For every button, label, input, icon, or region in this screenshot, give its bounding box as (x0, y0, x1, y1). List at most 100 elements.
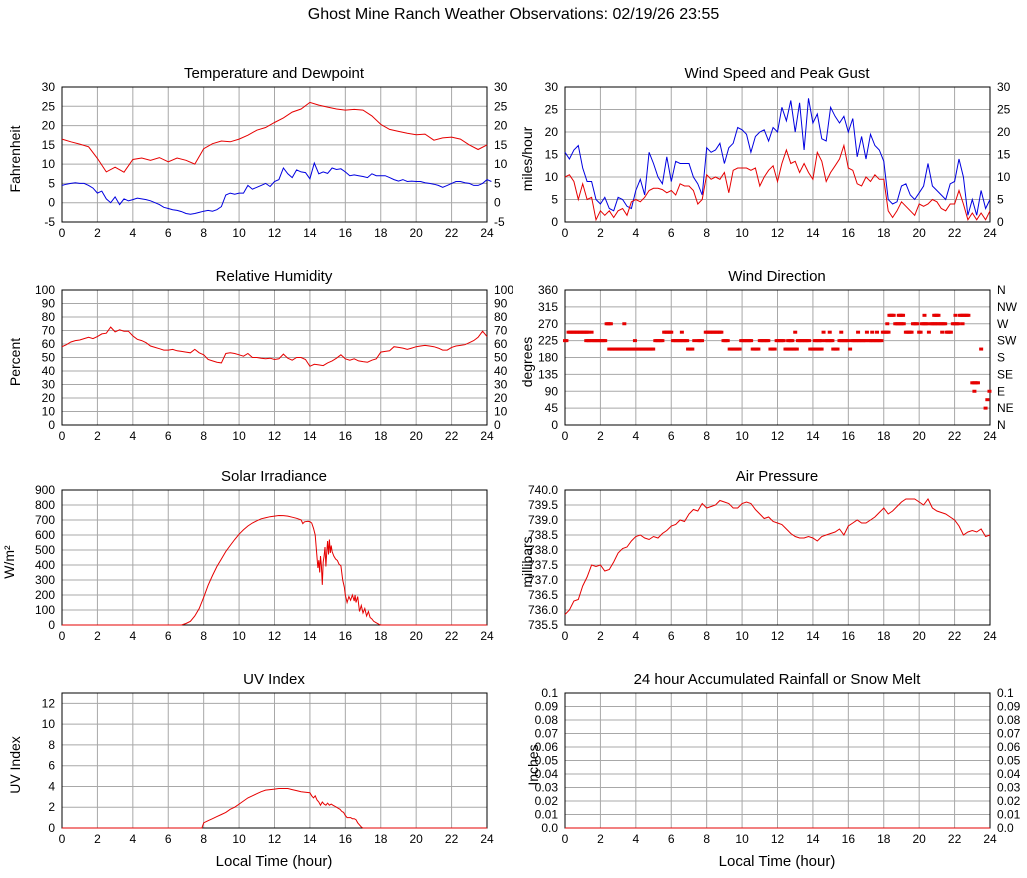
x-tick-label: 14 (303, 226, 317, 240)
wind-direction-mark (966, 313, 971, 317)
wind-direction-mark (781, 339, 786, 343)
wind-direction-mark (953, 313, 958, 317)
x-tick-label: 6 (668, 629, 675, 643)
y-tick-label: 4 (48, 779, 55, 793)
y-tick-label: 70 (42, 324, 56, 338)
y-tick-label-right: 20 (494, 119, 508, 133)
wind-direction-mark (960, 322, 965, 326)
y-tick-label-right: 15 (494, 138, 508, 152)
y-tick-label-right: 0 (997, 215, 1004, 229)
x-tick-label: 24 (480, 429, 494, 443)
y-tick-label: 5 (551, 193, 558, 207)
x-tick-label: 2 (94, 429, 101, 443)
x-tick-label: 6 (668, 832, 675, 846)
x-tick-label: 2 (597, 629, 604, 643)
wind-direction-mark (790, 339, 795, 343)
wind-direction-mark (793, 330, 798, 334)
y-tick-label-right: 20 (494, 391, 508, 405)
x-tick-label: 8 (703, 429, 710, 443)
wind-direction-mark (608, 322, 613, 326)
y-tick-label-right: W (997, 317, 1009, 331)
y-tick-label-right: 10 (494, 157, 508, 171)
x-tick-label: 16 (842, 429, 856, 443)
y-tick-label: 100 (35, 283, 55, 297)
x-tick-label: 22 (445, 832, 459, 846)
y-tick-label-right: 0.01 (997, 808, 1021, 822)
x-tick-label: 0 (59, 629, 66, 643)
x-tick-label: 8 (200, 832, 207, 846)
chart-relative-humidity: Relative Humidity Percent 0 10 20 30 40 50 60 7… (0, 255, 513, 455)
peak-gust-series (564, 98, 991, 216)
x-tick-label: 2 (94, 226, 101, 240)
wind-direction-mark (856, 330, 861, 334)
y-tick-label: 40 (42, 364, 56, 378)
y-tick-label: 740.0 (528, 483, 558, 497)
x-tick-label: 20 (912, 629, 926, 643)
chart-title: Wind Speed and Peak Gust (684, 65, 870, 82)
y-tick-label-right: 30 (494, 378, 508, 392)
wind-direction-mark (830, 339, 835, 343)
y-tick-label: 20 (42, 391, 56, 405)
x-tick-label: 4 (632, 226, 639, 240)
y-tick-label: 0 (48, 821, 55, 835)
wind-direction-mark (948, 330, 953, 334)
y-tick-label-right: 0.02 (997, 794, 1021, 808)
wind-direction-mark (845, 339, 850, 343)
wind-direction-mark (864, 339, 869, 343)
y-tick-label: 80 (42, 310, 56, 324)
y-tick-label: 0 (48, 618, 55, 632)
uv-index-series (62, 788, 487, 829)
y-tick-label: 736.0 (528, 603, 558, 617)
wind-direction-mark (886, 330, 891, 334)
x-tick-label: 20 (912, 429, 926, 443)
wind-direction-mark (987, 389, 992, 393)
x-tick-label: 18 (374, 832, 388, 846)
x-tick-label: 16 (339, 629, 353, 643)
wind-direction-mark (766, 339, 771, 343)
y-axis-label: UV Index (7, 736, 23, 794)
x-tick-label: 6 (668, 429, 675, 443)
x-tick-label: 22 (948, 429, 962, 443)
wind-direction-mark (839, 330, 844, 334)
x-tick-label: 4 (129, 629, 136, 643)
y-tick-label: -5 (44, 215, 55, 229)
x-tick-label: 6 (165, 429, 172, 443)
y-tick-label-right: 0.1 (997, 686, 1014, 700)
wind-direction-mark (719, 330, 724, 334)
x-tick-label: 2 (94, 832, 101, 846)
uv-index-plot: UV Index UV Index Local Time (hour) 0246… (7, 671, 494, 870)
x-tick-label: 0 (59, 226, 66, 240)
chart-solar-irradiance: Solar Irradiance W/m² 0 100 200 300 400 500 60… (0, 455, 513, 655)
y-tick-label-right: 70 (494, 324, 508, 338)
y-tick-label: 60 (42, 337, 56, 351)
y-tick-label: 0 (48, 196, 55, 210)
y-axis-label: millibars (519, 536, 535, 587)
x-tick-label: 6 (165, 832, 172, 846)
y-tick-label-right: 0.06 (997, 740, 1021, 754)
plot-border (564, 86, 991, 223)
y-tick-label: 135 (538, 367, 558, 381)
x-tick-label: 18 (877, 832, 891, 846)
y-tick-label-right: N (997, 283, 1006, 297)
x-tick-label: 22 (445, 429, 459, 443)
y-tick-label: 900 (35, 483, 55, 497)
chart-title: Temperature and Dewpoint (184, 65, 365, 82)
x-tick-label: 12 (771, 429, 785, 443)
x-tick-label: 24 (480, 226, 494, 240)
y-tick-label: 0 (551, 215, 558, 229)
wind-direction-mark (651, 347, 656, 351)
x-tick-label: 22 (445, 226, 459, 240)
y-tick-label: 10 (42, 405, 56, 419)
wind-direction-mark (586, 330, 591, 334)
y-tick-label-right: 50 (494, 351, 508, 365)
y-tick-label: 739.0 (528, 513, 558, 527)
y-tick-label: 0 (551, 418, 558, 432)
y-tick-label: 15 (545, 148, 559, 162)
x-tick-label: 4 (632, 429, 639, 443)
y-tick-label-right: 30 (494, 80, 508, 94)
x-tick-label: 16 (842, 226, 856, 240)
x-tick-label: 22 (948, 832, 962, 846)
x-tick-label: 2 (597, 832, 604, 846)
y-tick-label: 360 (538, 283, 558, 297)
y-tick-label: 0.02 (535, 794, 559, 808)
